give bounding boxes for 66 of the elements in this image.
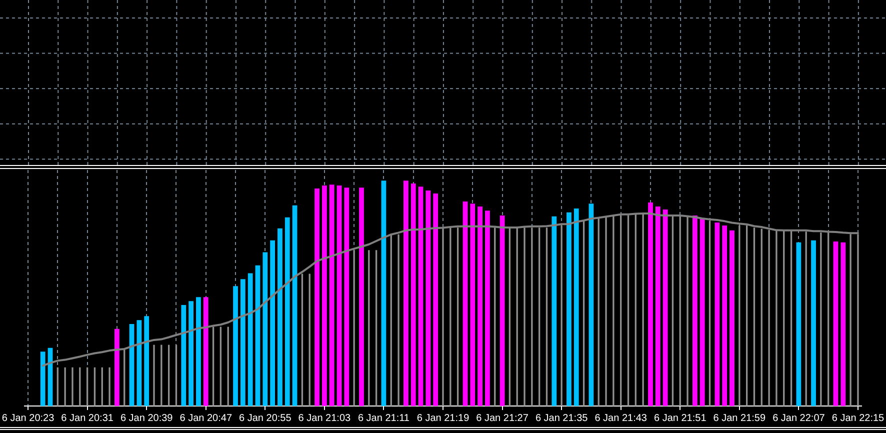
bar [136,320,142,406]
bar [40,352,46,406]
bar [381,180,386,406]
bar [662,209,668,406]
bar [270,240,276,406]
bar [144,316,150,406]
bar [714,222,720,406]
bar [233,286,238,406]
x-tick-label: 6 Jan 20:23 [2,412,55,424]
bar [722,225,728,406]
bar [359,188,364,406]
bar [329,184,334,406]
bar [114,328,120,406]
x-tick-label: 6 Jan 21:11 [358,412,410,424]
bar [188,301,194,406]
bar [655,206,660,406]
x-tick-label: 6 Jan 21:35 [535,412,588,424]
bar [566,212,572,406]
bar [478,206,482,406]
bar [322,186,327,406]
bar [692,216,698,406]
bar [262,252,268,406]
x-tick-label: 6 Jan 21:19 [416,412,470,424]
bar [796,242,802,406]
x-tick-label: 6 Jan 21:27 [476,412,529,424]
bar [462,202,468,406]
x-tick-label: 6 Jan 20:47 [180,412,232,424]
bar [292,205,298,406]
bar [426,190,431,406]
bar [500,216,505,406]
x-tick-label: 6 Jan 21:03 [298,412,352,424]
x-tick-label: 6 Jan 20:55 [239,412,292,424]
bar [410,184,416,406]
bar [336,186,342,406]
x-tick-label: 6 Jan 22:15 [832,412,885,424]
bar [418,186,424,406]
bar [284,217,290,406]
bar [196,297,201,406]
bar [203,297,208,406]
bar [574,208,579,406]
bar [404,180,408,406]
x-tick-label: 6 Jan 21:43 [594,412,648,424]
bar [433,193,438,406]
bar [700,218,705,406]
bar [470,204,476,406]
bar [811,240,816,406]
x-tick-label: 6 Jan 22:07 [772,412,826,424]
x-tick-label: 6 Jan 20:31 [61,412,114,424]
bar [648,202,653,406]
bar [730,230,734,406]
bar [278,228,282,406]
bar [314,188,320,406]
bar [485,210,490,406]
bar [588,204,594,406]
bar [840,242,846,406]
x-tick-label: 6 Jan 20:39 [120,412,174,424]
bar [255,265,260,406]
bar [248,273,253,406]
bar [552,216,557,406]
bar [833,241,838,406]
x-tick-label: 6 Jan 21:59 [713,412,766,424]
bar [181,305,186,406]
bar [344,188,350,406]
bar [240,279,246,406]
bar [129,324,134,406]
x-tick-label: 6 Jan 21:51 [654,412,707,424]
